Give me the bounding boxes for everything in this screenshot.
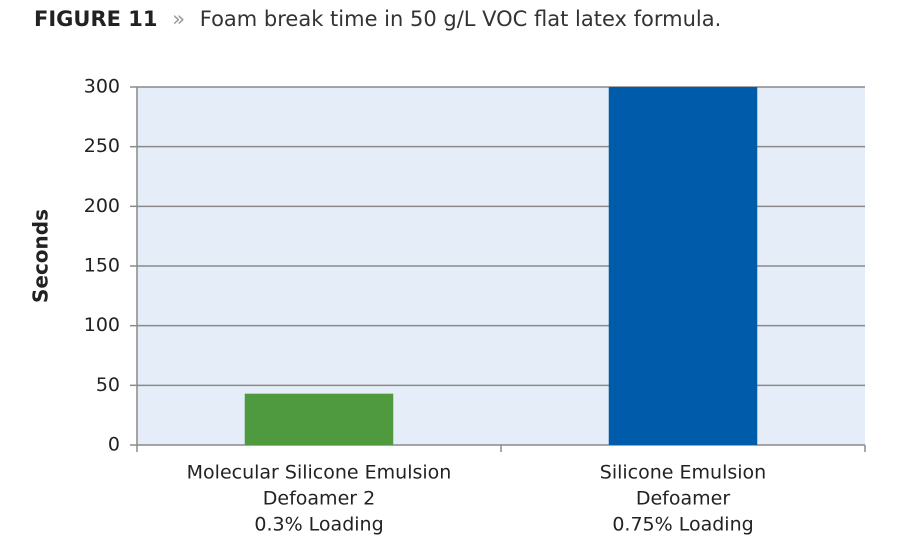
y-tick-label: 100 <box>84 314 120 336</box>
x-tick-label: 0.3% Loading <box>254 514 383 536</box>
chart-title: Foam break time in 50 g/L VOC flat latex… <box>200 7 722 31</box>
y-tick-label: 250 <box>84 135 120 157</box>
y-tick-label: 50 <box>96 374 120 396</box>
y-axis-label: Seconds <box>29 209 53 303</box>
figure-label: FIGURE 11 <box>34 7 158 31</box>
x-tick-label: 0.75% Loading <box>612 514 753 536</box>
y-tick-label: 150 <box>84 255 120 277</box>
y-tick-label: 200 <box>84 195 120 217</box>
bar <box>244 393 394 445</box>
x-tick-label: Defoamer 2 <box>263 488 375 510</box>
separator: » <box>172 7 185 31</box>
y-tick-label: 300 <box>84 76 120 98</box>
x-tick-label: Silicone Emulsion <box>600 462 766 484</box>
bar <box>608 87 758 445</box>
x-tick-label: Molecular Silicone Emulsion <box>187 462 452 484</box>
x-tick-label: Defoamer <box>636 488 730 510</box>
y-tick-label: 0 <box>108 434 120 456</box>
chart-heading: FIGURE 11 » Foam break time in 50 g/L VO… <box>34 7 721 31</box>
